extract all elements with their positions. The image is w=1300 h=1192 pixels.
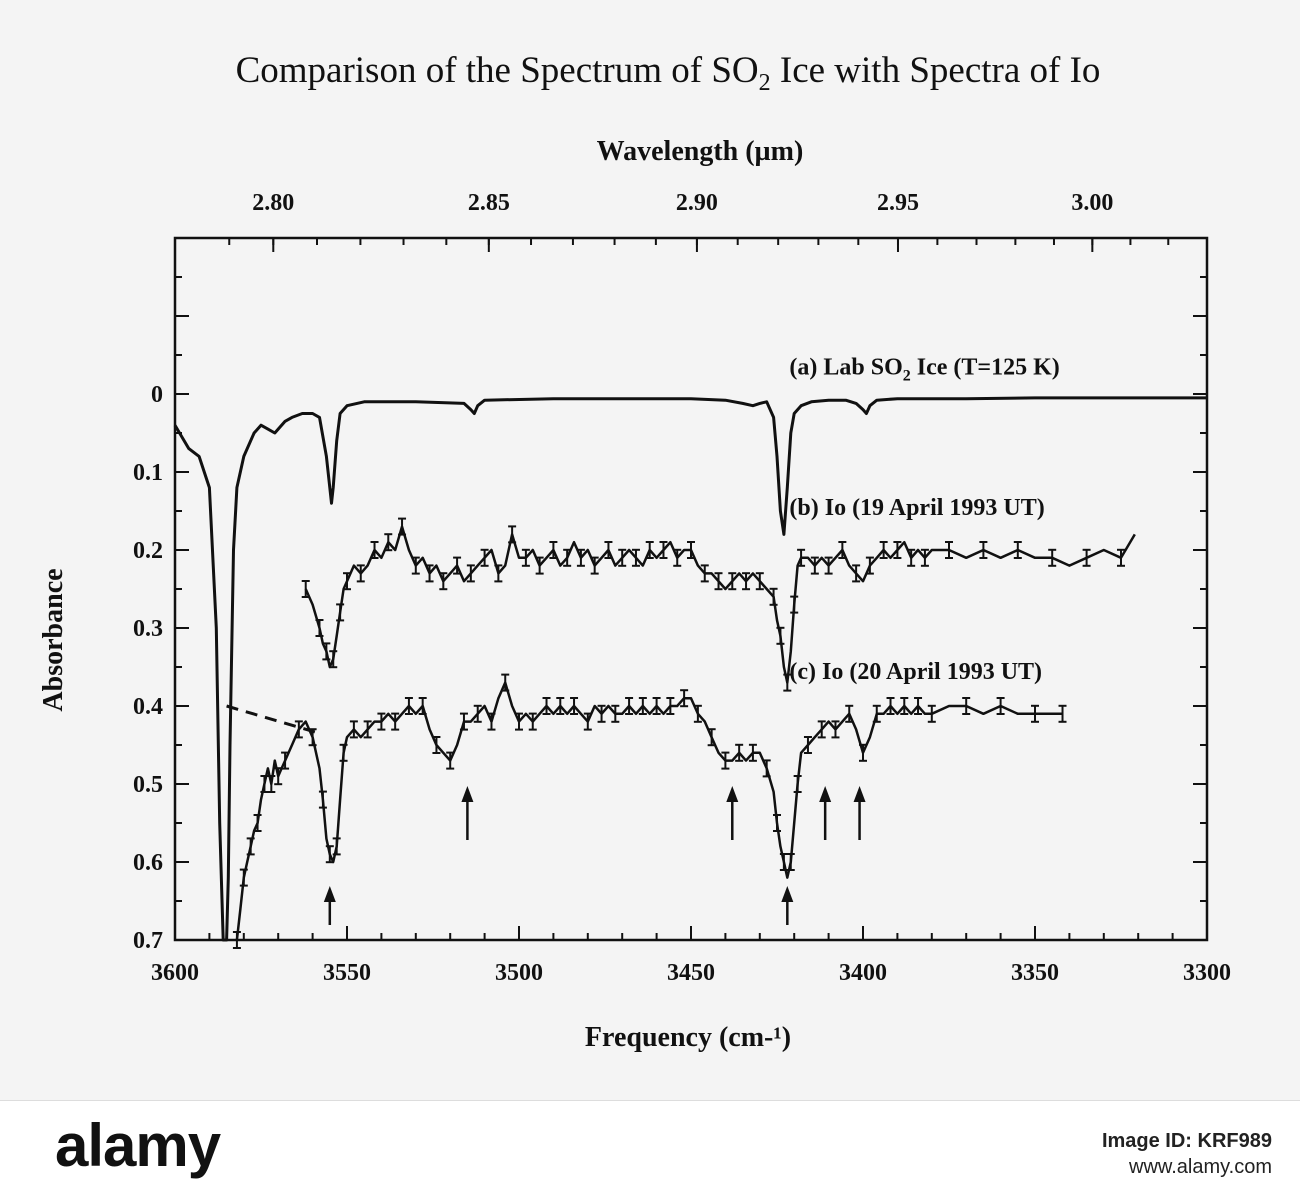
x-tick-label: 3600	[151, 960, 199, 986]
x-tick-label: 3300	[1183, 960, 1231, 986]
series-label-lab: (a) Lab SO2 Ice (T=125 K)	[789, 355, 1059, 385]
x2-tick-label: 2.95	[877, 190, 919, 216]
image-id-label: Image ID: KRF989	[1101, 1130, 1272, 1152]
band-arrow-head	[323, 886, 336, 902]
footer-logo[interactable]: alamy	[55, 1112, 221, 1179]
series-label-io19: (b) Io (19 April 1993 UT)	[789, 495, 1044, 521]
spectrum-chart: Comparison of the Spectrum of SO2 Ice wi…	[38, 50, 1231, 1053]
y-tick-label: 0	[151, 382, 163, 408]
y-tick-label: 0.5	[133, 772, 163, 798]
top-axis-label: Wavelength (µm)	[597, 136, 804, 167]
bottom-axis-label: Frequency (cm-¹)	[585, 1022, 791, 1053]
band-arrow-head	[781, 886, 794, 902]
series-labels: (a) Lab SO2 Ice (T=125 K) (b) Io (19 Apri…	[789, 355, 1059, 685]
annotations-group	[226, 704, 866, 925]
series-label-io20: (c) Io (20 April 1993 UT)	[789, 659, 1042, 685]
y-tick-label: 0.7	[133, 928, 163, 954]
x2-tick-label: 2.90	[676, 190, 718, 216]
axis-ticks	[174, 237, 1208, 941]
series-line-lab	[173, 396, 1207, 942]
axis-tick-labels: 3600 3550 3500 3450 3400 3350 3300 2.80 2.85 2.90…	[133, 190, 1231, 986]
y-axis-label: Absorbance	[38, 568, 69, 711]
x-tick-label: 3500	[495, 960, 543, 986]
x2-tick-label: 2.80	[252, 190, 294, 216]
band-arrow-head	[853, 786, 866, 802]
x-tick-label: 3550	[323, 960, 371, 986]
y-tick-label: 0.3	[133, 616, 163, 642]
footer-bar	[0, 1100, 1300, 1192]
x2-tick-label: 3.00	[1071, 190, 1113, 216]
plot-frame	[173, 236, 1209, 942]
y-tick-label: 0.4	[133, 694, 163, 720]
dashed-continuum-line	[226, 704, 320, 735]
y-tick-label: 0.2	[133, 538, 163, 564]
band-arrow-head	[461, 786, 474, 802]
band-arrow-head	[726, 786, 739, 802]
band-arrow-head	[819, 786, 832, 802]
series-line-io20	[235, 681, 1063, 941]
figure-area: Comparison of the Spectrum of SO2 Ice wi…	[0, 0, 1300, 1100]
y-tick-label: 0.1	[133, 460, 163, 486]
chart-title: Comparison of the Spectrum of SO2 Ice wi…	[236, 50, 1101, 96]
site-url[interactable]: www.alamy.com	[1129, 1156, 1272, 1178]
x-tick-label: 3400	[839, 960, 887, 986]
chart-title-subscript: 2	[759, 70, 771, 96]
series-group	[173, 396, 1207, 949]
footer-info: Image ID: KRF989 www.alamy.com	[1102, 1128, 1272, 1180]
y-tick-label: 0.6	[133, 850, 163, 876]
x-tick-label: 3450	[667, 960, 715, 986]
series-line-io19	[304, 525, 1136, 684]
x-tick-label: 3350	[1011, 960, 1059, 986]
x2-tick-label: 2.85	[468, 190, 510, 216]
